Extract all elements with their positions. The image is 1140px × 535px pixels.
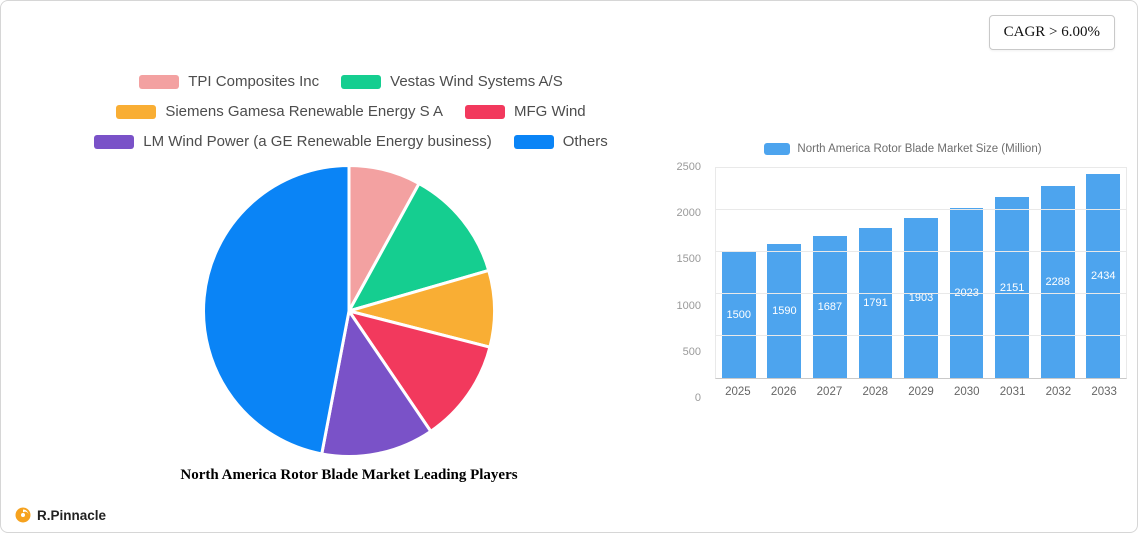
pie-title: North America Rotor Blade Market Leading… (180, 467, 518, 483)
legend-item-5[interactable]: Others (513, 133, 608, 150)
legend-swatch (139, 74, 180, 89)
legend-label: MFG Wind (513, 103, 586, 120)
legend-label: LM Wind Power (a GE Renewable Energy bus… (143, 133, 492, 150)
legend-swatch (116, 104, 157, 119)
legend-item-2[interactable]: Siemens Gamesa Renewable Energy S A (116, 103, 443, 120)
bar-value-label: 1903 (908, 292, 934, 305)
bar-plot-area: 0 500 1000 1500 2000 2500 1500 1590 1687 1791 190… (677, 161, 1137, 404)
cagr-text: CAGR > 6.00% (1003, 24, 1100, 40)
y-tick-label: 2000 (676, 207, 701, 220)
bar-2029[interactable]: 1903 (904, 218, 938, 378)
bar-2033[interactable]: 2434 (1086, 173, 1121, 378)
pie-svg (202, 164, 496, 458)
bar-slot: 1687 (807, 168, 853, 378)
bar-2025[interactable]: 1500 (721, 252, 756, 378)
legend-swatch (341, 74, 382, 89)
y-tick-label: 0 (694, 392, 701, 404)
x-tick-label: 2029 (908, 386, 934, 398)
legend-swatch (464, 104, 505, 119)
gridline (716, 209, 1126, 210)
x-tick-label: 2028 (862, 386, 889, 398)
bar-slot: 2151 (989, 168, 1035, 378)
x-tick-label: 2033 (1091, 386, 1117, 398)
logo: R.Pinnacle (15, 507, 106, 523)
bar-legend-label: North America Rotor Blade Market Size (M… (797, 143, 1042, 155)
bar-value-label: 1590 (772, 305, 797, 318)
legend-item-0[interactable]: TPI Composites Inc (139, 73, 319, 90)
legend-item-4[interactable]: LM Wind Power (a GE Renewable Energy bus… (94, 133, 492, 150)
legend-item-1[interactable]: Vestas Wind Systems A/S (341, 73, 563, 90)
y-tick-label: 1000 (676, 299, 701, 312)
bar-value-label: 2288 (1045, 275, 1070, 288)
x-tick-label: 2031 (999, 386, 1026, 398)
bar-slot: 2023 (944, 168, 990, 378)
bar-2027[interactable]: 1687 (813, 236, 847, 378)
y-tick-label: 500 (682, 345, 701, 358)
bar-2028[interactable]: 1791 (858, 227, 893, 378)
bar-row: 1500 1590 1687 1791 1903 2023 2151 2288 2434 (716, 168, 1126, 378)
bar-value-label: 2151 (999, 281, 1025, 294)
bar-value-label: 1500 (726, 309, 752, 321)
x-tick-label: 2026 (770, 386, 797, 398)
bar-slot: 1791 (853, 168, 899, 378)
bar-2026[interactable]: 1590 (767, 244, 802, 378)
cagr-badge: CAGR > 6.00% (988, 15, 1115, 50)
y-axis: 0 500 1000 1500 2000 2500 (665, 161, 707, 404)
pie-slice-3[interactable] (347, 309, 492, 433)
y-tick-label: 2500 (676, 161, 701, 173)
logo-icon (15, 507, 31, 523)
x-tick-label: 2027 (816, 386, 843, 398)
x-tick-label: 2025 (725, 386, 751, 398)
pie-slice-4[interactable] (320, 309, 433, 458)
legend-label: Siemens Gamesa Renewable Energy S A (165, 103, 443, 120)
bar-value-label: 1687 (817, 301, 843, 314)
x-axis: 2025 2026 2027 2028 2029 2030 2031 2032 2033 (715, 386, 1127, 398)
legend-swatch (513, 134, 554, 149)
pie-legend: TPI Composites Inc Vestas Wind Systems A/… (41, 73, 661, 150)
bar-value-label: 1791 (863, 296, 888, 309)
y-tick-label: 1500 (676, 253, 701, 266)
legend-label: Vestas Wind Systems A/S (390, 73, 563, 90)
bar-slot: 2288 (1035, 168, 1081, 378)
x-tick-label: 2030 (954, 386, 980, 398)
bar-slot: 1500 (716, 168, 762, 378)
bar-2032[interactable]: 2288 (1040, 185, 1075, 378)
logo-text: R.Pinnacle (37, 507, 107, 523)
bar-legend-item[interactable]: North America Rotor Blade Market Size (M… (665, 143, 1137, 155)
bar-2031[interactable]: 2151 (995, 197, 1029, 378)
bar-slot: 1590 (762, 168, 808, 378)
bar-slot: 1903 (898, 168, 944, 378)
pie-chart (199, 161, 499, 461)
gridline (716, 293, 1126, 294)
bar-slot: 2434 (1081, 168, 1127, 378)
bar-value-label: 2434 (1091, 269, 1116, 282)
pie-slice-5[interactable] (202, 164, 351, 456)
bar-legend-swatch (764, 143, 791, 155)
bar-chart: North America Rotor Blade Market Size (M… (665, 143, 1137, 404)
x-tick-label: 2032 (1045, 386, 1072, 398)
legend-item-3[interactable]: MFG Wind (464, 103, 586, 120)
gridline (716, 251, 1126, 252)
bar-grid: 1500 1590 1687 1791 1903 2023 2151 2288 2434 (715, 167, 1127, 379)
legend-swatch (94, 134, 135, 149)
gridline (716, 335, 1126, 336)
legend-label: Others (562, 133, 608, 150)
legend-label: TPI Composites Inc (188, 73, 320, 90)
